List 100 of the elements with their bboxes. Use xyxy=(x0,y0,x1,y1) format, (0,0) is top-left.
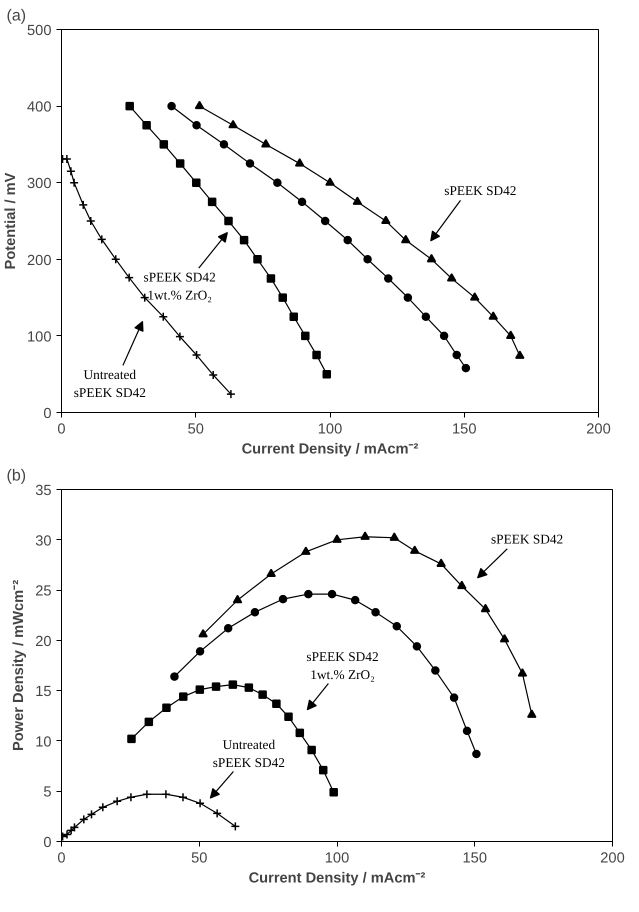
point xyxy=(261,139,271,148)
point xyxy=(266,568,276,578)
point xyxy=(363,255,372,264)
point xyxy=(322,370,332,378)
y-tick-label: 35 xyxy=(35,483,52,499)
point xyxy=(452,350,461,360)
point xyxy=(170,672,179,681)
point xyxy=(320,216,330,226)
point xyxy=(230,822,240,832)
point xyxy=(328,590,336,598)
point xyxy=(140,292,150,302)
point xyxy=(178,792,188,802)
y-tick-label: 300 xyxy=(27,176,52,192)
point xyxy=(224,216,233,226)
point xyxy=(426,254,436,262)
point xyxy=(332,534,342,543)
point xyxy=(360,531,370,540)
point xyxy=(436,558,446,567)
point xyxy=(515,350,525,359)
annotation: Untreated sPEEK SD42 xyxy=(212,737,285,770)
point xyxy=(246,159,254,168)
y-tick-label: 15 xyxy=(35,684,52,700)
point xyxy=(290,312,298,321)
point xyxy=(318,766,328,774)
point xyxy=(192,121,201,130)
point xyxy=(232,594,242,604)
y-tick-label: 30 xyxy=(35,533,52,550)
annotation: Untreated sPEEK SD42 xyxy=(74,366,146,400)
y-tick-label: 25 xyxy=(35,584,52,600)
point xyxy=(196,647,204,656)
point xyxy=(462,364,470,372)
point xyxy=(450,693,458,702)
point xyxy=(228,120,238,128)
point xyxy=(194,100,204,110)
point xyxy=(312,350,321,360)
annotation: sPEEK SD42 xyxy=(444,182,516,198)
point xyxy=(125,102,134,110)
point xyxy=(66,826,76,836)
point xyxy=(412,642,422,651)
point xyxy=(457,580,467,590)
point xyxy=(273,178,282,187)
point xyxy=(404,293,412,302)
x-tick-label: 0 xyxy=(57,850,66,866)
point xyxy=(127,734,136,744)
point xyxy=(329,788,338,796)
y-tick-label: 0 xyxy=(43,835,52,851)
point xyxy=(162,703,171,712)
point xyxy=(278,293,287,302)
point xyxy=(179,692,188,701)
point xyxy=(488,311,498,320)
point xyxy=(160,140,168,149)
point xyxy=(506,330,516,339)
point xyxy=(294,158,304,167)
point xyxy=(208,198,216,206)
x-tick-label: 200 xyxy=(586,422,611,438)
chart-title: (a) xyxy=(6,8,26,24)
point xyxy=(79,814,89,824)
y-tick-label: 400 xyxy=(27,100,52,116)
point xyxy=(371,608,380,616)
y-tick-label: 5 xyxy=(43,784,52,801)
point xyxy=(284,712,293,722)
point xyxy=(110,254,120,264)
chart-title: (b) xyxy=(6,468,26,484)
y-tick-label: 100 xyxy=(27,329,52,346)
x-tick-label: 150 xyxy=(462,850,487,866)
point xyxy=(86,810,96,820)
point xyxy=(500,634,510,642)
point xyxy=(175,332,185,342)
annotation: sPEEK SD42 xyxy=(490,531,564,546)
x-axis-title: Current Density / mAcm⁻² xyxy=(242,442,419,458)
point xyxy=(472,750,481,758)
point xyxy=(381,216,391,224)
point xyxy=(228,680,238,689)
point xyxy=(144,718,154,726)
point xyxy=(161,789,171,799)
x-tick-label: 200 xyxy=(600,850,625,866)
point xyxy=(527,709,537,718)
point xyxy=(198,628,208,638)
point xyxy=(212,682,220,691)
point xyxy=(392,622,402,631)
point xyxy=(410,545,420,554)
point xyxy=(343,236,352,244)
point xyxy=(167,102,176,110)
point xyxy=(446,273,456,282)
point xyxy=(142,789,152,799)
point xyxy=(220,140,228,149)
y-axis-title: Power Density / mWcm⁻² xyxy=(11,580,28,752)
point xyxy=(224,624,232,633)
point xyxy=(208,370,218,380)
point xyxy=(97,234,107,244)
x-axis-title: Current Density / mAcm⁻² xyxy=(248,870,426,886)
point xyxy=(400,234,410,244)
point xyxy=(196,685,204,694)
point xyxy=(240,236,248,244)
point xyxy=(266,274,276,283)
point xyxy=(250,608,260,616)
point xyxy=(470,292,480,301)
x-tick-label: 50 xyxy=(191,850,208,866)
x-tick-label: 0 xyxy=(57,422,66,438)
point xyxy=(272,699,281,708)
